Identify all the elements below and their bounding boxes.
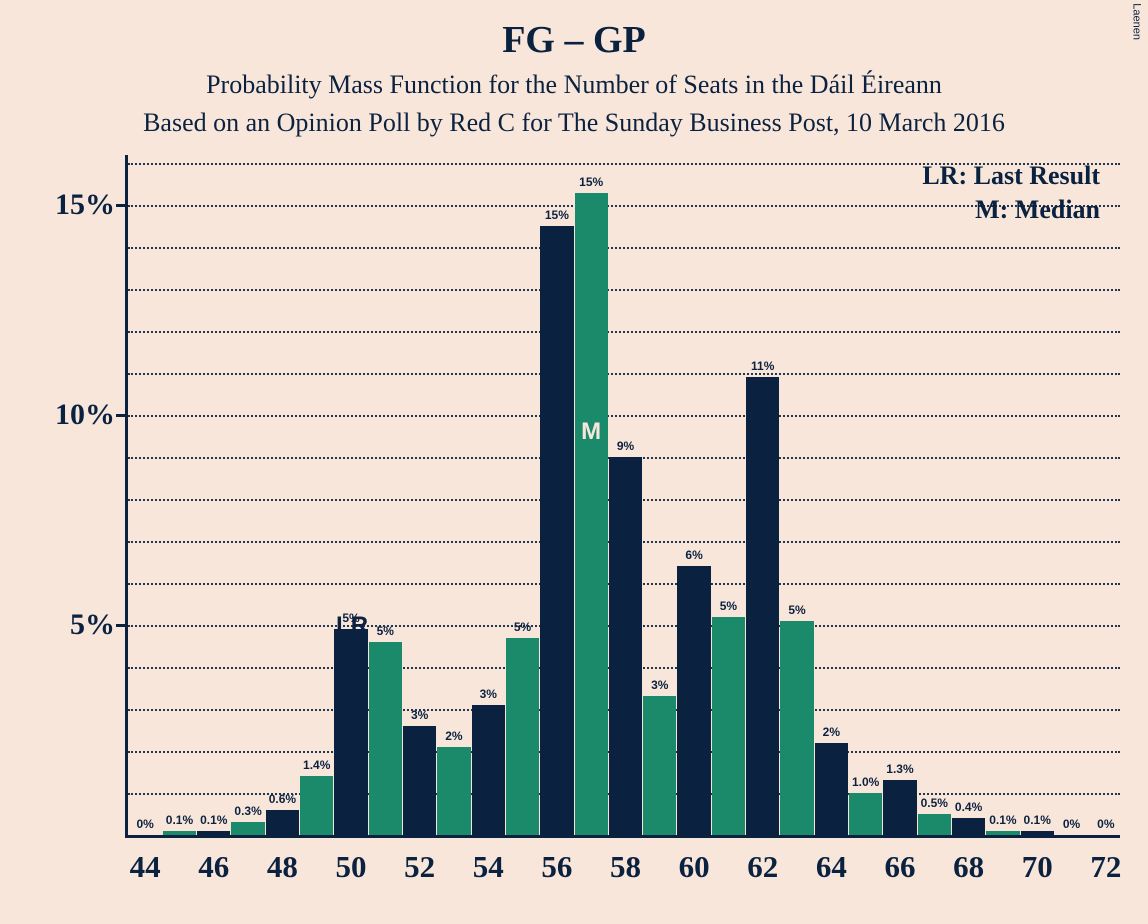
x-tick-label: 72 [1090, 849, 1121, 885]
bar-value-label: 9% [609, 439, 642, 453]
bar: 11% [746, 377, 779, 835]
legend: LR: Last Result M: Median [922, 161, 1100, 229]
bar-value-label: 0% [129, 817, 162, 831]
bar: 5% [712, 617, 745, 835]
bar: 5% [334, 629, 367, 835]
bar: 0.1% [197, 831, 230, 835]
bar-value-label: 3% [472, 687, 505, 701]
x-tick-label: 64 [816, 849, 847, 885]
x-tick-label: 62 [747, 849, 778, 885]
gridline [128, 415, 1120, 417]
bar-value-label: 2% [437, 729, 470, 743]
bar: 2% [437, 747, 470, 835]
bar: 5%LR [369, 642, 402, 835]
x-tick-label: 54 [473, 849, 504, 885]
chart-subtitle-2: Based on an Opinion Poll by Red C for Th… [0, 108, 1148, 138]
bar-value-label: 15% [540, 208, 573, 222]
bar-value-label: 3% [643, 678, 676, 692]
bar-annotation: M [575, 418, 608, 446]
bar: 1.0% [849, 793, 882, 835]
x-tick-label: 58 [610, 849, 641, 885]
gridline [128, 373, 1120, 375]
bar: 0.5% [918, 814, 951, 835]
y-tick-label: 15% [0, 188, 115, 222]
bar-value-label: 1.0% [849, 775, 882, 789]
bar: 3% [403, 726, 436, 835]
gridline [128, 289, 1120, 291]
bar-value-label: 11% [746, 359, 779, 373]
x-tick-label: 48 [267, 849, 298, 885]
bar-value-label: 0.1% [163, 813, 196, 827]
plot-area: LR: Last Result M: Median 0%0.1%0.1%0.3%… [125, 155, 1120, 835]
gridline [128, 163, 1120, 165]
bar: 2% [815, 743, 848, 835]
bar: 5% [506, 638, 539, 835]
bar: 3% [643, 696, 676, 835]
bar: 3% [472, 705, 505, 835]
bar: 6% [677, 566, 710, 835]
x-tick-label: 68 [953, 849, 984, 885]
bar-value-label: 5% [712, 599, 745, 613]
bar: 0.1% [163, 831, 196, 835]
y-tick-mark [116, 204, 125, 207]
bar-value-label: 6% [677, 548, 710, 562]
bar-annotation: LR [335, 612, 368, 640]
x-tick-label: 56 [541, 849, 572, 885]
bar-value-label: 0.1% [1021, 813, 1054, 827]
bar: 15% [540, 226, 573, 835]
bar: 0.3% [231, 822, 264, 835]
x-axis [125, 835, 1120, 838]
bar: 9% [609, 457, 642, 835]
bar-value-label: 0.1% [197, 813, 230, 827]
chart-header: FG – GP Probability Mass Function for th… [0, 0, 1148, 138]
bar-value-label: 5% [369, 624, 402, 638]
gridline [128, 247, 1120, 249]
x-tick-label: 52 [404, 849, 435, 885]
bar: 15%M [575, 193, 608, 835]
x-tick-label: 70 [1022, 849, 1053, 885]
bar-value-label: 5% [506, 620, 539, 634]
bar: 1.3% [883, 780, 916, 835]
y-tick-mark [116, 624, 125, 627]
y-axis [125, 155, 128, 835]
chart-subtitle-1: Probability Mass Function for the Number… [0, 70, 1148, 100]
x-tick-label: 44 [130, 849, 161, 885]
x-tick-label: 60 [679, 849, 710, 885]
bar-value-label: 1.3% [883, 762, 916, 776]
bar-value-label: 0.5% [918, 796, 951, 810]
bar-value-label: 1.4% [300, 758, 333, 772]
bar-value-label: 0.3% [231, 804, 264, 818]
x-tick-label: 50 [336, 849, 367, 885]
bar-value-label: 2% [815, 725, 848, 739]
bar-value-label: 0% [1055, 817, 1088, 831]
bar: 0.1% [986, 831, 1019, 835]
bar-value-label: 3% [403, 708, 436, 722]
y-tick-label: 10% [0, 398, 115, 432]
y-tick-mark [116, 414, 125, 417]
gridline [128, 331, 1120, 333]
chart-title: FG – GP [0, 18, 1148, 62]
x-tick-label: 66 [884, 849, 915, 885]
gridline [128, 205, 1120, 207]
bar: 0.6% [266, 810, 299, 835]
bar-value-label: 0.1% [986, 813, 1019, 827]
bar: 0.1% [1021, 831, 1054, 835]
bar-value-label: 15% [575, 175, 608, 189]
bar-value-label: 0.4% [952, 800, 985, 814]
bar-value-label: 5% [780, 603, 813, 617]
x-tick-label: 46 [198, 849, 229, 885]
bar: 5% [780, 621, 813, 835]
legend-m: M: Median [922, 195, 1100, 225]
bar-value-label: 0% [1089, 817, 1122, 831]
copyright-text: © 2020 Filip van Laenen [1130, 0, 1142, 40]
bar: 0.4% [952, 818, 985, 835]
y-tick-label: 5% [0, 608, 115, 642]
bar: 1.4% [300, 776, 333, 835]
bar-value-label: 0.6% [266, 792, 299, 806]
legend-lr: LR: Last Result [922, 161, 1100, 191]
